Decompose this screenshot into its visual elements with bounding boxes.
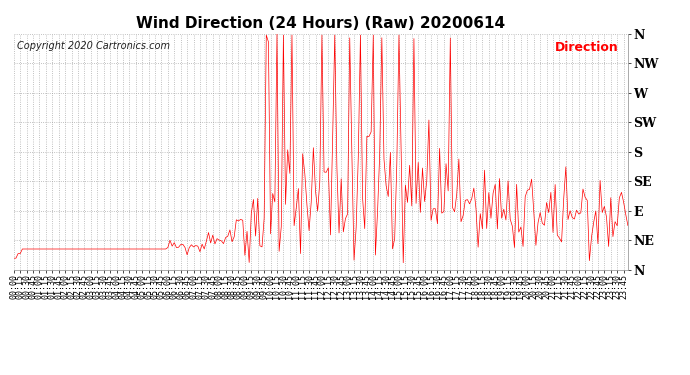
Text: Copyright 2020 Cartronics.com: Copyright 2020 Cartronics.com — [17, 41, 170, 51]
Title: Wind Direction (24 Hours) (Raw) 20200614: Wind Direction (24 Hours) (Raw) 20200614 — [137, 16, 505, 31]
Text: Direction: Direction — [555, 41, 619, 54]
